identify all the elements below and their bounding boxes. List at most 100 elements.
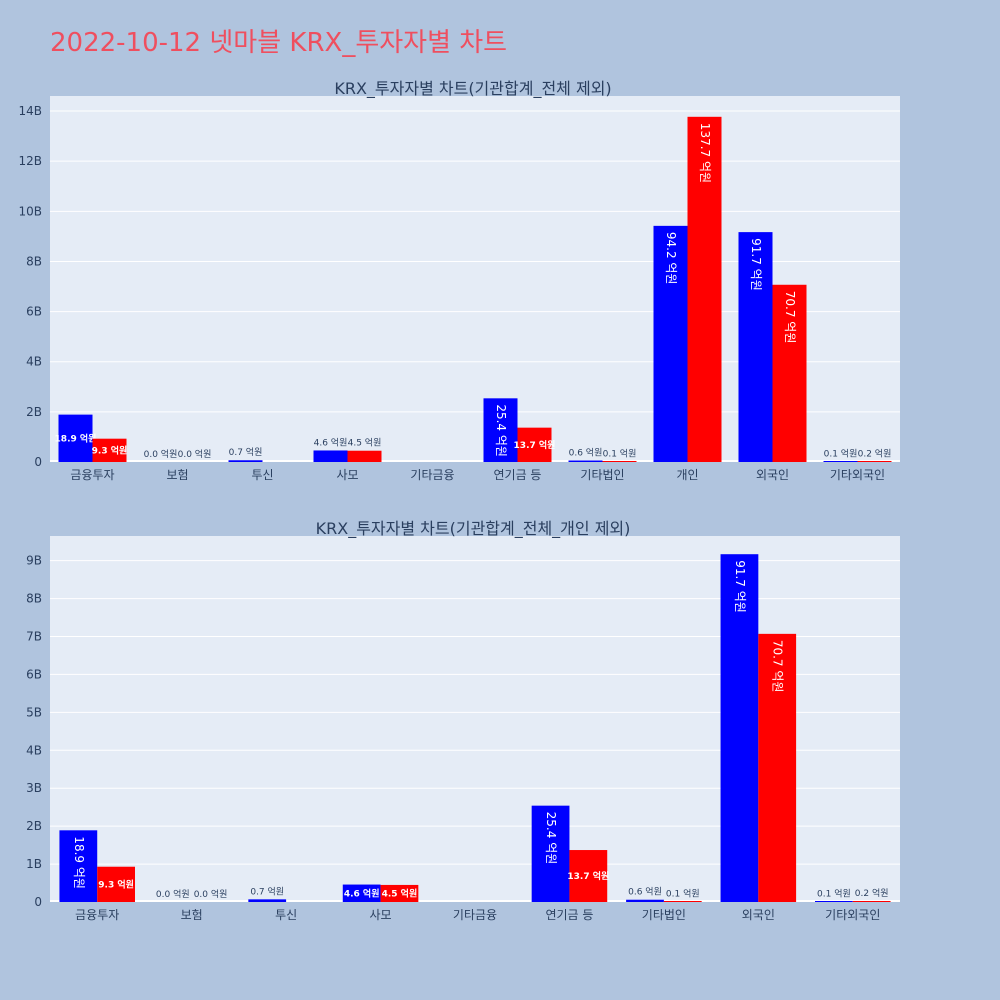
y-tick-label: 8B xyxy=(26,592,42,606)
data-label: 4.5 억원 xyxy=(348,437,382,449)
y-tick-label: 3B xyxy=(26,781,42,795)
x-tick-label: 사모 xyxy=(370,908,392,922)
y-tick-label: 5B xyxy=(26,705,42,719)
data-label: 0.6 억원 xyxy=(628,886,662,898)
x-tick-label: 기타금융 xyxy=(410,468,454,482)
x-tick-label: 기타외국인 xyxy=(830,468,885,482)
investor-chart-excl-individual: KRX_투자자별 차트(기관합계_전체_개인 제외) 0 1B 2B 3B 4B 5B 6B 7… xyxy=(26,519,900,922)
x-tick-label: 개인 xyxy=(676,468,698,482)
y-tick-label: 6B xyxy=(26,667,42,681)
x-tick-label: 금융투자 xyxy=(70,468,114,482)
data-label: 0.2 억원 xyxy=(858,447,892,459)
page-title: 2022-10-12 넷마블 KRX_투자자별 차트 xyxy=(50,28,508,58)
bar-sell xyxy=(97,866,135,902)
x-tick-label: 기타법인 xyxy=(642,908,686,922)
bar-sell xyxy=(517,427,552,462)
x-tick-label: 투신 xyxy=(251,468,273,482)
bar-buy xyxy=(228,460,263,462)
bar-sell xyxy=(569,850,608,902)
bar-sell xyxy=(380,884,419,902)
y-tick-label: 7B xyxy=(26,630,42,644)
data-label: 4.6 억원 xyxy=(344,887,380,899)
data-label: 0.2 억원 xyxy=(855,887,889,899)
y-tick-label: 4B xyxy=(26,355,42,369)
data-label: 9.3 억원 xyxy=(98,878,134,890)
bar-sell xyxy=(602,461,637,462)
bar-sell xyxy=(347,450,382,462)
data-label: 91.7 억원 xyxy=(749,238,763,291)
bar-buy xyxy=(738,232,773,462)
data-label: 0.7 억원 xyxy=(229,446,263,458)
x-tick-label: 금융투자 xyxy=(75,908,119,922)
data-label: 18.9 억원 xyxy=(72,836,86,889)
y-tick-label: 2B xyxy=(26,819,42,833)
bar-buy xyxy=(483,398,518,462)
data-label: 0.1 억원 xyxy=(824,448,858,460)
data-label: 91.7 억원 xyxy=(733,560,747,613)
bar-buy xyxy=(626,899,664,902)
bar-buy xyxy=(248,899,287,902)
x-tick-label: 보험 xyxy=(181,908,203,922)
bar-buy xyxy=(313,450,348,462)
data-label: 13.7 억원 xyxy=(567,870,609,882)
bar-sell xyxy=(758,633,797,902)
data-label: 0.0 억원 xyxy=(194,888,228,900)
bar-sell xyxy=(92,438,127,462)
x-tick-label: 투신 xyxy=(275,908,297,922)
data-label: 94.2 억원 xyxy=(664,232,678,285)
chart-title: KRX_투자자별 차트(기관합계_전체_개인 제외) xyxy=(316,519,631,539)
data-label: 0.1 억원 xyxy=(666,888,700,900)
bar-buy xyxy=(59,830,98,902)
y-tick-label: 2B xyxy=(26,405,42,419)
bar-buy xyxy=(568,460,603,462)
x-tick-label: 기타법인 xyxy=(580,468,624,482)
bar-buy xyxy=(720,554,759,902)
data-label: 0.0 억원 xyxy=(178,448,212,460)
bar-sell xyxy=(852,901,891,902)
x-tick-label: 기타금융 xyxy=(453,908,497,922)
bar-buy xyxy=(342,884,381,902)
x-tick-label: 보험 xyxy=(166,468,188,482)
x-tick-label: 연기금 등 xyxy=(545,908,593,922)
y-tick-label: 6B xyxy=(26,305,42,319)
data-label: 70.7 억원 xyxy=(771,640,785,693)
y-tick-label: 0 xyxy=(34,455,42,469)
y-tick-label: 14B xyxy=(18,104,42,118)
y-tick-label: 1B xyxy=(26,857,42,871)
data-label: 0.1 억원 xyxy=(817,888,851,900)
data-label: 0.6 억원 xyxy=(569,446,603,458)
y-tick-label: 12B xyxy=(18,154,42,168)
data-label: 0.0 억원 xyxy=(144,448,178,460)
data-label: 4.6 억원 xyxy=(314,436,348,448)
data-label: 25.4 억원 xyxy=(544,812,558,865)
data-label: 4.5 억원 xyxy=(382,887,418,899)
data-label: 18.9 억원 xyxy=(55,432,97,444)
bar-buy xyxy=(531,805,570,902)
data-label: 70.7 억원 xyxy=(783,291,797,344)
x-tick-label: 외국인 xyxy=(742,908,775,922)
data-label: 0.1 억원 xyxy=(603,448,637,460)
bar-buy xyxy=(823,461,858,462)
x-tick-label: 사모 xyxy=(336,468,358,482)
data-label: 25.4 억원 xyxy=(494,404,508,457)
chart-title: KRX_투자자별 차트(기관합계_전체 제외) xyxy=(334,79,611,99)
bar-buy xyxy=(58,414,93,462)
bar-buy xyxy=(653,225,688,462)
y-tick-label: 8B xyxy=(26,254,42,268)
bar-sell xyxy=(772,284,807,462)
x-tick-label: 기타외국인 xyxy=(825,908,880,922)
data-label: 137.7 억원 xyxy=(698,123,712,183)
data-label: 0.0 억원 xyxy=(156,888,190,900)
data-label: 9.3 억원 xyxy=(92,444,128,456)
investor-chart-total: KRX_투자자별 차트(기관합계_전체 제외) 0 2B 4B 6B 8B 10B 12B 14… xyxy=(18,79,900,482)
bar-sell xyxy=(857,461,892,462)
bar-sell xyxy=(687,116,722,462)
y-tick-label: 10B xyxy=(18,204,42,218)
y-tick-label: 4B xyxy=(26,743,42,757)
y-tick-label: 9B xyxy=(26,554,42,568)
x-tick-label: 외국인 xyxy=(756,468,789,482)
x-tick-label: 연기금 등 xyxy=(494,468,542,482)
data-label: 0.7 억원 xyxy=(250,885,284,897)
data-label: 13.7 억원 xyxy=(514,439,556,451)
y-tick-label: 0 xyxy=(34,895,42,909)
